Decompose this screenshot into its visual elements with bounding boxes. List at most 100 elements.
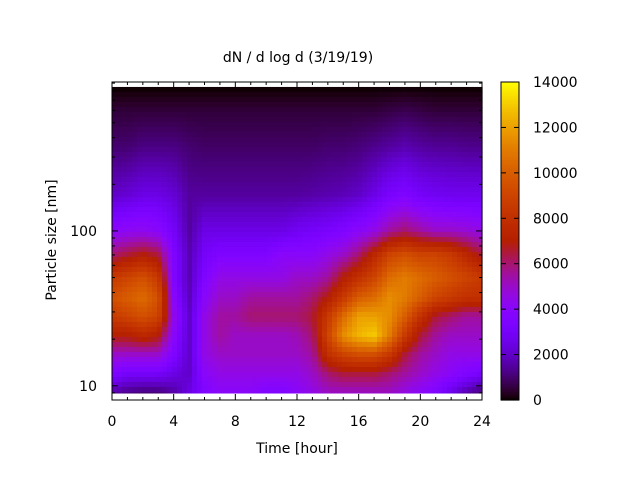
- heatmap-cell: [267, 301, 273, 308]
- heatmap-cell: [432, 171, 438, 178]
- heatmap-cell: [372, 176, 378, 183]
- heatmap-cell: [147, 366, 153, 373]
- heatmap-cell: [387, 221, 393, 228]
- colorbar-tick-label: 2000: [533, 348, 569, 364]
- heatmap-cell: [302, 241, 308, 248]
- heatmap-cell: [382, 216, 388, 223]
- heatmap-cell: [307, 311, 313, 318]
- heatmap-cell: [127, 261, 133, 268]
- heatmap-cell: [407, 131, 413, 138]
- heatmap-cell: [127, 126, 133, 133]
- heatmap-cell: [312, 291, 318, 298]
- heatmap-cell: [282, 366, 288, 373]
- heatmap-cell: [312, 111, 318, 118]
- heatmap-cell: [262, 331, 268, 338]
- heatmap-cell: [277, 196, 283, 203]
- heatmap-cell: [472, 336, 478, 343]
- heatmap-cell: [122, 91, 128, 98]
- heatmap-cell: [332, 151, 338, 158]
- heatmap-cell: [122, 341, 128, 348]
- heatmap-cell: [302, 151, 308, 158]
- heatmap-cell: [312, 366, 318, 373]
- heatmap-cell: [167, 206, 173, 213]
- heatmap-cell: [257, 391, 263, 394]
- heatmap-cell: [252, 336, 258, 343]
- heatmap-cell: [212, 166, 218, 173]
- heatmap-cell: [242, 261, 248, 268]
- heatmap-cell: [372, 281, 378, 288]
- heatmap-cell: [202, 346, 208, 353]
- heatmap-cell: [462, 201, 468, 208]
- heatmap-cell: [472, 161, 478, 168]
- heatmap-cell: [362, 386, 368, 393]
- heatmap-cell: [322, 286, 328, 293]
- heatmap-cell: [357, 336, 363, 343]
- heatmap-cell: [142, 326, 148, 333]
- heatmap-cell: [442, 326, 448, 333]
- heatmap-cell: [272, 131, 278, 138]
- heatmap-cell: [407, 381, 413, 388]
- heatmap-cell: [337, 216, 343, 223]
- heatmap-cell: [292, 376, 298, 383]
- heatmap-cell: [312, 176, 318, 183]
- heatmap-cell: [217, 326, 223, 333]
- heatmap-cell: [232, 381, 238, 388]
- heatmap-cell: [312, 261, 318, 268]
- heatmap-cell: [287, 221, 293, 228]
- heatmap-cell: [217, 351, 223, 358]
- heatmap-cell: [147, 391, 153, 394]
- heatmap-cell: [367, 276, 373, 283]
- heatmap-cell: [112, 271, 118, 278]
- heatmap-cell: [292, 336, 298, 343]
- heatmap-cell: [447, 191, 453, 198]
- heatmap-cell: [287, 341, 293, 348]
- heatmap-cell: [197, 301, 203, 308]
- colorbar-cell: [501, 366, 519, 369]
- heatmap-cell: [337, 351, 343, 358]
- heatmap-cell: [257, 291, 263, 298]
- heatmap-cell: [297, 236, 303, 243]
- heatmap-cell: [297, 336, 303, 343]
- heatmap-cell: [207, 351, 213, 358]
- heatmap-cell: [387, 241, 393, 248]
- heatmap-cell: [222, 346, 228, 353]
- heatmap-cell: [157, 136, 163, 143]
- heatmap-cell: [252, 101, 258, 108]
- heatmap-cell: [427, 271, 433, 278]
- heatmap-cell: [277, 141, 283, 148]
- heatmap-cell: [277, 256, 283, 263]
- heatmap-cell: [382, 381, 388, 388]
- heatmap-cell: [227, 241, 233, 248]
- heatmap-cell: [137, 266, 143, 273]
- heatmap-cell: [262, 366, 268, 373]
- heatmap-cell: [377, 196, 383, 203]
- heatmap-cell: [392, 351, 398, 358]
- heatmap-cell: [357, 266, 363, 273]
- heatmap-cell: [142, 91, 148, 98]
- heatmap-cell: [212, 381, 218, 388]
- heatmap-cell: [462, 121, 468, 128]
- heatmap-cell: [242, 96, 248, 103]
- heatmap-cell: [332, 391, 338, 394]
- heatmap-cell: [442, 306, 448, 313]
- heatmap-cell: [392, 306, 398, 313]
- heatmap-cell: [317, 321, 323, 328]
- heatmap-cell: [452, 176, 458, 183]
- heatmap-cell: [447, 256, 453, 263]
- heatmap-cell: [462, 261, 468, 268]
- heatmap-cell: [212, 376, 218, 383]
- colorbar-cell: [501, 256, 519, 259]
- heatmap-cell: [347, 306, 353, 313]
- heatmap-cell: [432, 181, 438, 188]
- heatmap-cell: [422, 211, 428, 218]
- heatmap-cell: [457, 176, 463, 183]
- heatmap-cell: [317, 211, 323, 218]
- heatmap-cell: [407, 266, 413, 273]
- heatmap-cell: [287, 316, 293, 323]
- heatmap-cell: [162, 201, 168, 208]
- heatmap-cell: [262, 216, 268, 223]
- heatmap-cell: [177, 271, 183, 278]
- heatmap-cell: [187, 261, 193, 268]
- heatmap-cell: [137, 196, 143, 203]
- heatmap-cell: [177, 116, 183, 123]
